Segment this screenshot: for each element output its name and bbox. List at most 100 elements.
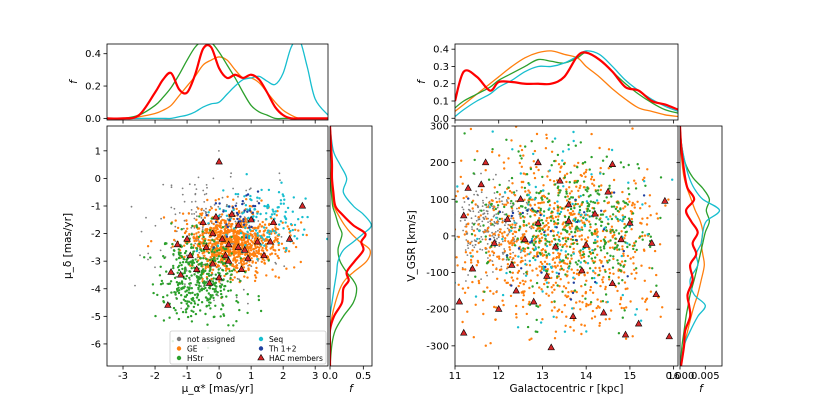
ge-point: [646, 168, 649, 171]
not-assigned-point: [170, 206, 173, 209]
seq-point: [255, 215, 258, 219]
seq-point: [501, 237, 504, 241]
seq-point: [530, 237, 534, 241]
hac-member-marker: [508, 261, 516, 268]
ge-point: [495, 290, 498, 294]
hstr-point: [213, 240, 216, 243]
hstr-point: [485, 262, 489, 265]
ge-point: [535, 132, 539, 136]
hstr-point: [532, 243, 536, 247]
hstr-point: [171, 242, 174, 246]
hstr-point: [598, 193, 601, 196]
ge-point: [240, 239, 244, 242]
ge-point: [566, 209, 570, 212]
ge-point: [477, 279, 480, 283]
ge-point: [217, 241, 220, 245]
ge-point: [273, 240, 276, 243]
not-assigned-point: [481, 205, 484, 208]
ge-point: [206, 265, 209, 268]
hstr-point: [569, 262, 572, 265]
ge-point: [599, 188, 602, 192]
ge-point: [644, 202, 647, 205]
seq-point: [542, 214, 546, 217]
hstr-point: [576, 179, 580, 183]
ge-point: [514, 126, 518, 128]
hac-member-marker: [621, 330, 630, 338]
ge-point: [604, 318, 607, 321]
ge-point: [484, 271, 488, 274]
hstr-point: [529, 167, 533, 171]
not-assigned-point: [501, 211, 504, 214]
hstr-point: [568, 265, 571, 268]
ge-point: [495, 220, 499, 224]
ge-point: [603, 268, 607, 272]
hstr-point: [192, 261, 196, 264]
ge-point: [237, 210, 241, 213]
ge-point: [515, 240, 518, 243]
not-assigned-point: [487, 204, 490, 207]
ge-point: [512, 242, 516, 245]
ge-point: [217, 198, 221, 201]
rt-ytick-label: 0.2: [433, 79, 449, 90]
ge-point: [545, 216, 549, 220]
ge-point: [579, 184, 582, 187]
not-assigned-point: [480, 191, 483, 194]
hstr-point: [190, 287, 193, 290]
hac-member-marker: [661, 196, 669, 204]
hstr-point: [183, 295, 187, 298]
hstr-point: [208, 298, 211, 301]
ge-point: [550, 300, 553, 304]
ge-point: [552, 180, 556, 183]
hstr-point: [165, 270, 168, 273]
hstr-point: [267, 259, 270, 262]
ge-point: [623, 281, 627, 284]
not-assigned-point: [465, 280, 467, 282]
ge-point: [217, 235, 220, 239]
ge-point: [247, 268, 250, 272]
not-assigned-point: [193, 213, 196, 215]
hstr-point: [614, 241, 617, 245]
not-assigned-point: [469, 210, 472, 213]
hstr-point: [541, 175, 544, 179]
not-assigned-point: [182, 227, 185, 230]
hstr-point: [463, 132, 466, 135]
hstr-point: [180, 301, 183, 305]
hstr-point: [197, 298, 201, 302]
seq-point: [622, 215, 625, 219]
ge-point: [620, 260, 624, 263]
ge-point: [216, 264, 220, 267]
not-assigned-point: [205, 212, 207, 215]
seq-point: [524, 274, 528, 277]
not-assigned-point: [246, 219, 249, 222]
hstr-point: [584, 297, 587, 300]
ge-point: [174, 229, 177, 233]
hac-member-marker: [266, 237, 275, 245]
th-1-2-point: [222, 210, 225, 213]
hstr-point: [485, 251, 488, 254]
ge-point: [498, 230, 502, 234]
th-1-2-point: [572, 281, 575, 284]
ge-point: [596, 253, 599, 256]
seq-point: [528, 183, 531, 186]
ge-point: [419, 238, 421, 240]
hstr-point: [576, 166, 579, 169]
ge-point: [536, 274, 539, 277]
hstr-point: [628, 243, 631, 246]
ge-point: [201, 244, 205, 247]
ge-point: [235, 207, 238, 211]
ge-point: [556, 233, 559, 237]
seq-point: [567, 148, 570, 151]
ge-point: [269, 247, 272, 250]
ge-point: [550, 240, 554, 243]
ge-point: [476, 250, 479, 253]
ge-point: [220, 213, 224, 216]
ge-point: [208, 235, 211, 238]
not-assigned-point: [491, 231, 493, 234]
seq-point: [519, 172, 522, 175]
hstr-point: [257, 298, 261, 302]
ge-point: [233, 250, 236, 253]
hstr-point: [565, 231, 569, 234]
seq-point: [579, 194, 582, 198]
ge-point: [462, 196, 465, 200]
ge-point: [589, 303, 592, 306]
